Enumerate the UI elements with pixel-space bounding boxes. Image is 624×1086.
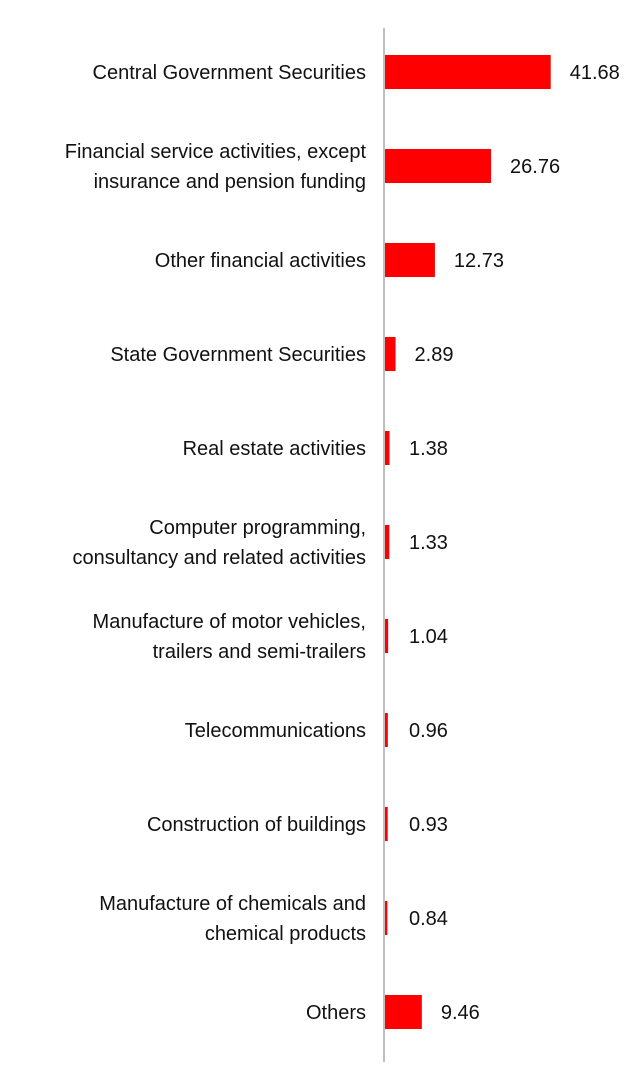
category-label-line: chemical products	[205, 923, 366, 945]
bar	[384, 901, 388, 935]
bars	[384, 55, 551, 1029]
category-label-line: Manufacture of chemicals and	[99, 893, 366, 915]
value-label: 1.04	[409, 626, 448, 648]
category-label: Telecommunications	[185, 720, 366, 742]
category-label-line: insurance and pension funding	[94, 171, 366, 193]
category-label: Construction of buildings	[147, 814, 366, 836]
category-label-line: Construction of buildings	[147, 814, 366, 836]
value-label: 2.89	[415, 344, 454, 366]
value-label: 9.46	[441, 1002, 480, 1024]
value-labels: 41.68 26.76 12.73 2.89 1.38 1.33 1.04 0.96 0.93 0…	[409, 62, 620, 1024]
category-label: Manufacture of motor vehicles, trailers a…	[93, 611, 366, 663]
value-label: 1.38	[409, 438, 448, 460]
bar	[384, 807, 388, 841]
category-labels: Central Government Securities Financial s…	[65, 62, 367, 1024]
category-label: Financial service activities, except insu…	[65, 141, 367, 193]
bar	[384, 619, 389, 653]
bar	[384, 431, 390, 465]
bar	[384, 713, 388, 747]
category-label: Others	[306, 1002, 366, 1024]
category-label: Computer programming, consultancy and rel…	[73, 517, 367, 569]
category-label-line: Financial service activities, except	[65, 141, 367, 163]
category-label: Manufacture of chemicals and chemical pro…	[99, 893, 366, 945]
category-label-line: Computer programming,	[149, 517, 366, 539]
value-label: 26.76	[510, 156, 560, 178]
bar	[384, 243, 435, 277]
category-label: Other financial activities	[155, 250, 366, 272]
category-label-line: trailers and semi-trailers	[153, 641, 366, 663]
category-label-line: consultancy and related activities	[73, 547, 367, 569]
bar	[384, 55, 551, 89]
value-label: 0.84	[409, 908, 448, 930]
bar	[384, 149, 492, 183]
category-label: Central Government Securities	[93, 62, 366, 84]
bar	[384, 995, 422, 1029]
value-label: 41.68	[570, 62, 620, 84]
value-label: 0.96	[409, 720, 448, 742]
value-label: 1.33	[409, 532, 448, 554]
bar	[384, 337, 396, 371]
category-label: State Government Securities	[110, 344, 366, 366]
category-label: Real estate activities	[183, 438, 366, 460]
category-label-line: Other financial activities	[155, 250, 366, 272]
bar	[384, 525, 390, 559]
category-label-line: Central Government Securities	[93, 62, 366, 84]
category-label-line: Real estate activities	[183, 438, 366, 460]
category-label-line: Manufacture of motor vehicles,	[93, 611, 366, 633]
category-label-line: Others	[306, 1002, 366, 1024]
category-label-line: State Government Securities	[110, 344, 366, 366]
value-label: 0.93	[409, 814, 448, 836]
value-label: 12.73	[454, 250, 504, 272]
category-label-line: Telecommunications	[185, 720, 366, 742]
